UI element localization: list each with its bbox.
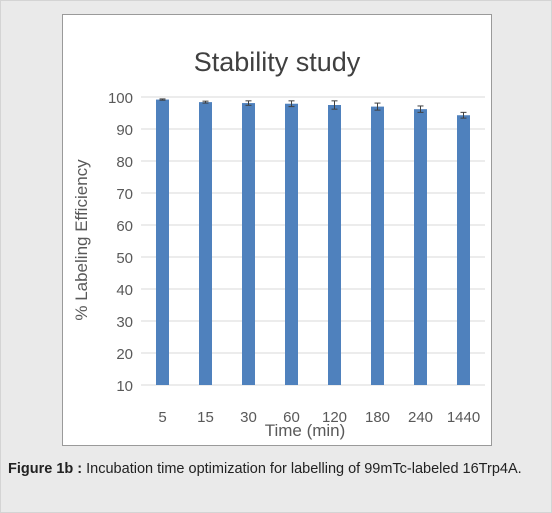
chart-area: 10 20 30 40 50 60 70 80 90 100 5 15 30 60 120 180 240 14… [62, 14, 492, 446]
gridlines [141, 96, 485, 386]
y-tick-label: 70 [116, 186, 133, 203]
x-tick-label: 30 [240, 409, 257, 426]
y-axis-title: % Labeling Efficiency [72, 159, 91, 321]
bar-120 [328, 105, 341, 385]
bar-15 [199, 102, 212, 386]
x-axis-title: Time (min) [265, 421, 346, 440]
error-bars [159, 98, 467, 119]
y-tick-label: 40 [116, 282, 133, 299]
y-tick-label: 80 [116, 154, 133, 171]
caption-text: Incubation time optimization for labelli… [82, 461, 522, 477]
y-tick-label: 50 [116, 250, 133, 267]
bars [156, 99, 470, 386]
y-tick-label: 90 [116, 122, 133, 139]
bar-240 [414, 109, 427, 385]
bar-5 [156, 99, 169, 385]
bar-1440 [457, 115, 470, 386]
bar-chart: 10 20 30 40 50 60 70 80 90 100 5 15 30 60 120 180 240 14… [72, 47, 485, 440]
x-tick-labels: 5 15 30 60 120 180 240 1440 [158, 409, 480, 426]
x-tick-label: 120 [322, 409, 347, 426]
x-tick-label: 60 [283, 409, 300, 426]
y-tick-labels: 10 20 30 40 50 60 70 80 90 100 [108, 90, 133, 395]
chart-title: Stability study [194, 47, 361, 77]
y-tick-label: 30 [116, 314, 133, 331]
y-tick-label: 60 [116, 218, 133, 235]
x-tick-label: 5 [158, 409, 166, 426]
figure-caption: Figure 1b : Incubation time optimization… [8, 459, 546, 480]
x-tick-label: 240 [408, 409, 433, 426]
y-tick-label: 10 [116, 378, 133, 395]
x-tick-label: 15 [197, 409, 214, 426]
bar-30 [242, 103, 255, 385]
x-tick-label: 180 [365, 409, 390, 426]
bar-180 [371, 106, 384, 385]
bar-60 [285, 103, 298, 385]
y-tick-label: 100 [108, 90, 133, 107]
y-tick-label: 20 [116, 346, 133, 363]
caption-label: Figure 1b : [8, 461, 83, 477]
x-tick-label: 1440 [447, 409, 480, 426]
